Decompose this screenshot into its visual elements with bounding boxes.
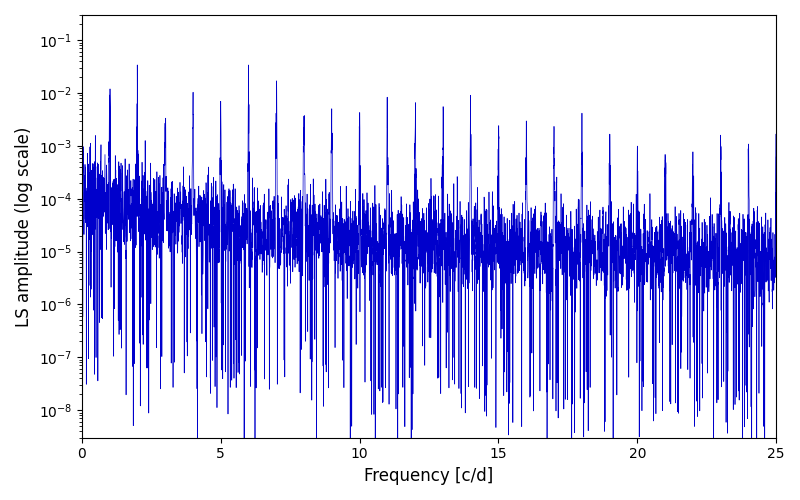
X-axis label: Frequency [c/d]: Frequency [c/d]: [364, 467, 494, 485]
Y-axis label: LS amplitude (log scale): LS amplitude (log scale): [15, 126, 33, 326]
